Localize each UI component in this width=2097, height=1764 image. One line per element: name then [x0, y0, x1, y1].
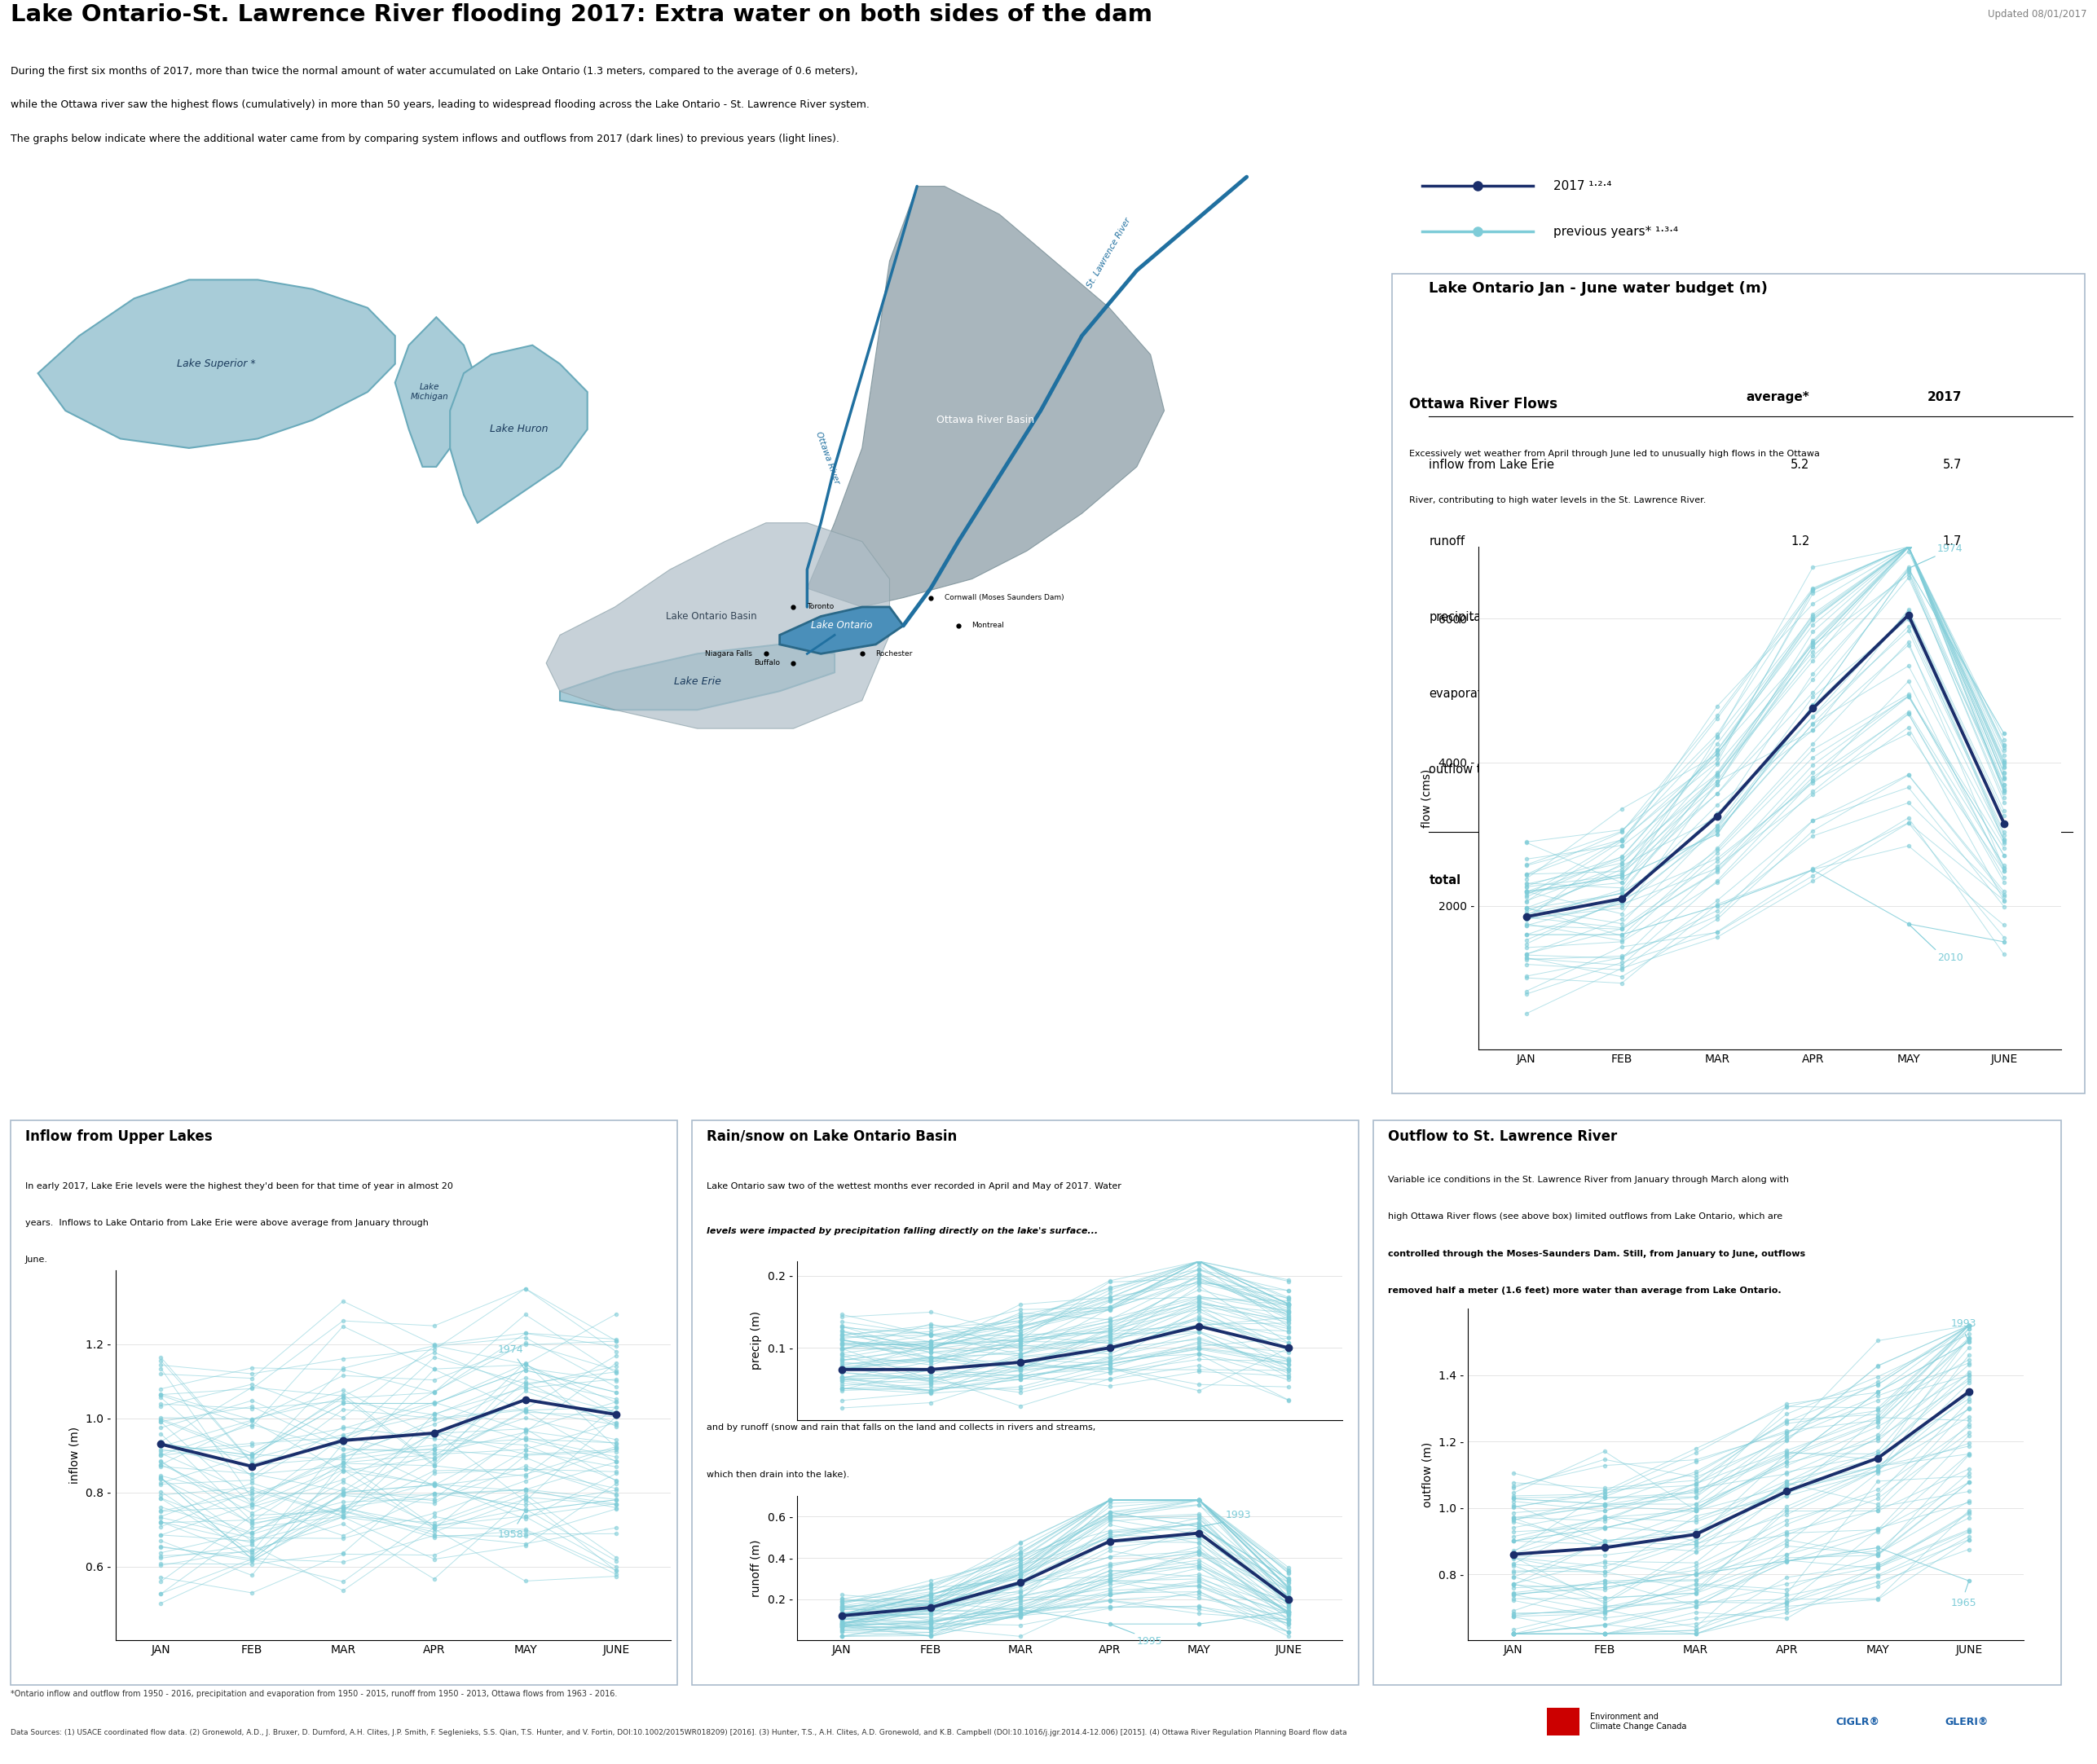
- Text: Lake Ontario Basin: Lake Ontario Basin: [665, 610, 757, 621]
- Text: In early 2017, Lake Erie levels were the highest they'd been for that time of ye: In early 2017, Lake Erie levels were the…: [25, 1182, 453, 1191]
- Text: Rochester: Rochester: [877, 651, 912, 658]
- Text: Ottawa River Flows: Ottawa River Flows: [1409, 397, 1558, 411]
- Text: evaporation: evaporation: [1430, 688, 1501, 700]
- Text: precipitation: precipitation: [1430, 612, 1504, 624]
- Text: 2017: 2017: [1927, 392, 1963, 404]
- Text: Cornwall (Moses Saunders Dam): Cornwall (Moses Saunders Dam): [944, 594, 1063, 602]
- Text: 2010: 2010: [1938, 953, 1963, 963]
- Polygon shape: [560, 644, 835, 709]
- Text: 1965: 1965: [1950, 1598, 1977, 1609]
- Text: Lake Ontario-St. Lawrence River flooding 2017: Extra water on both sides of the : Lake Ontario-St. Lawrence River flooding…: [10, 4, 1153, 26]
- Text: Lake
Michigan: Lake Michigan: [411, 383, 449, 400]
- Text: Buffalo: Buffalo: [753, 660, 780, 667]
- Text: while the Ottawa river saw the highest flows (cumulatively) in more than 50 year: while the Ottawa river saw the highest f…: [10, 101, 870, 111]
- Text: Inflow from Upper Lakes: Inflow from Upper Lakes: [25, 1129, 212, 1143]
- Text: years.  Inflows to Lake Ontario from Lake Erie were above average from January t: years. Inflows to Lake Ontario from Lake…: [25, 1219, 428, 1228]
- Text: 1993: 1993: [1227, 1510, 1252, 1521]
- Text: 1.3: 1.3: [1940, 873, 1963, 886]
- Text: 1995: 1995: [1137, 1637, 1162, 1648]
- Text: Data Sources: (1) USACE coordinated flow data. (2) Gronewold, A.D., J. Bruxer, D: Data Sources: (1) USACE coordinated flow…: [10, 1729, 1346, 1736]
- FancyBboxPatch shape: [1548, 1708, 1579, 1736]
- Text: Toronto: Toronto: [807, 603, 835, 610]
- Text: Lake Ontario: Lake Ontario: [812, 621, 872, 632]
- Text: 0.4: 0.4: [1791, 612, 1810, 624]
- Y-axis label: flow (cms): flow (cms): [1422, 769, 1432, 827]
- Text: inflow from Lake Erie: inflow from Lake Erie: [1430, 459, 1554, 471]
- Text: previous years* ¹·³·⁴: previous years* ¹·³·⁴: [1554, 226, 1678, 238]
- Y-axis label: precip (m): precip (m): [751, 1311, 761, 1371]
- Text: -6.0: -6.0: [1787, 764, 1810, 776]
- Text: *Ontario inflow and outflow from 1950 - 2016, precipitation and evaporation from: *Ontario inflow and outflow from 1950 - …: [10, 1690, 617, 1699]
- Polygon shape: [545, 522, 889, 729]
- Polygon shape: [394, 318, 478, 467]
- Text: Updated 08/01/2017: Updated 08/01/2017: [1988, 9, 2087, 19]
- Text: 5.2: 5.2: [1791, 459, 1810, 471]
- Text: -6.5: -6.5: [1938, 764, 1963, 776]
- Text: CIGLR®: CIGLR®: [1835, 1716, 1879, 1727]
- Text: Niagara Falls: Niagara Falls: [705, 651, 753, 658]
- Polygon shape: [451, 346, 587, 522]
- Text: River, contributing to high water levels in the St. Lawrence River.: River, contributing to high water levels…: [1409, 496, 1707, 505]
- Text: 2017 ¹·²·⁴: 2017 ¹·²·⁴: [1554, 180, 1613, 192]
- Text: GLERI®: GLERI®: [1944, 1716, 1988, 1727]
- Text: Outflow to St. Lawrence River: Outflow to St. Lawrence River: [1388, 1129, 1617, 1143]
- Text: Montreal: Montreal: [971, 623, 1004, 630]
- Text: total: total: [1430, 873, 1462, 886]
- Text: 5.7: 5.7: [1944, 459, 1963, 471]
- Text: 1974: 1974: [497, 1344, 524, 1355]
- Y-axis label: outflow (m): outflow (m): [1422, 1441, 1432, 1508]
- Text: -0.2: -0.2: [1787, 688, 1810, 700]
- Polygon shape: [807, 187, 1164, 607]
- Text: Excessively wet weather from April through June led to unusually high flows in t: Excessively wet weather from April throu…: [1409, 450, 1820, 459]
- Text: 0.6: 0.6: [1789, 873, 1810, 886]
- Text: 1.2: 1.2: [1791, 534, 1810, 547]
- Text: Rain/snow on Lake Ontario Basin: Rain/snow on Lake Ontario Basin: [707, 1129, 956, 1143]
- Text: runoff: runoff: [1430, 534, 1466, 547]
- Text: Variable ice conditions in the St. Lawrence River from January through March alo: Variable ice conditions in the St. Lawre…: [1388, 1177, 1789, 1184]
- Text: 1993: 1993: [1950, 1318, 1975, 1328]
- Y-axis label: inflow (m): inflow (m): [69, 1427, 80, 1484]
- Text: 1974: 1974: [1938, 543, 1963, 554]
- Text: controlled through the Moses-Saunders Dam. Still, from January to June, outflows: controlled through the Moses-Saunders Da…: [1388, 1249, 1806, 1258]
- Text: which then drain into the lake).: which then drain into the lake).: [707, 1471, 849, 1478]
- Polygon shape: [38, 280, 394, 448]
- Text: Lake Superior *: Lake Superior *: [176, 358, 256, 369]
- Text: 1958: 1958: [497, 1529, 524, 1540]
- Text: During the first six months of 2017, more than twice the normal amount of water : During the first six months of 2017, mor…: [10, 65, 858, 76]
- Text: Ottawa River: Ottawa River: [814, 430, 841, 485]
- Text: 0.6: 0.6: [1944, 612, 1963, 624]
- Text: Ottawa River Basin: Ottawa River Basin: [937, 415, 1034, 425]
- Text: and by runoff (snow and rain that falls on the land and collects in rivers and s: and by runoff (snow and rain that falls …: [707, 1424, 1095, 1432]
- Text: Lake Ontario saw two of the wettest months ever recorded in April and May of 201: Lake Ontario saw two of the wettest mont…: [707, 1182, 1122, 1191]
- Text: Lake Erie: Lake Erie: [673, 676, 721, 688]
- Polygon shape: [780, 607, 904, 654]
- Text: removed half a meter (1.6 feet) more water than average from Lake Ontario.: removed half a meter (1.6 feet) more wat…: [1388, 1286, 1782, 1295]
- Text: St. Lawrence River: St. Lawrence River: [1086, 217, 1132, 289]
- Text: levels were impacted by precipitation falling directly on the lake's surface...: levels were impacted by precipitation fa…: [707, 1228, 1099, 1235]
- Text: 1.7: 1.7: [1944, 534, 1963, 547]
- Text: The graphs below indicate where the additional water came from by comparing syst: The graphs below indicate where the addi…: [10, 134, 839, 145]
- Text: June.: June.: [25, 1256, 48, 1265]
- Text: high Ottawa River flows (see above box) limited outflows from Lake Ontario, whic: high Ottawa River flows (see above box) …: [1388, 1214, 1782, 1221]
- Text: -0.2: -0.2: [1938, 688, 1963, 700]
- Text: outflow to St. Lawrence R.: outflow to St. Lawrence R.: [1430, 764, 1585, 776]
- Text: Lake Huron: Lake Huron: [489, 423, 547, 434]
- Text: Environment and
Climate Change Canada: Environment and Climate Change Canada: [1590, 1713, 1686, 1730]
- Y-axis label: runoff (m): runoff (m): [751, 1540, 761, 1596]
- Text: Lake Ontario Jan - June water budget (m): Lake Ontario Jan - June water budget (m): [1430, 280, 1768, 296]
- Text: average*: average*: [1747, 392, 1810, 404]
